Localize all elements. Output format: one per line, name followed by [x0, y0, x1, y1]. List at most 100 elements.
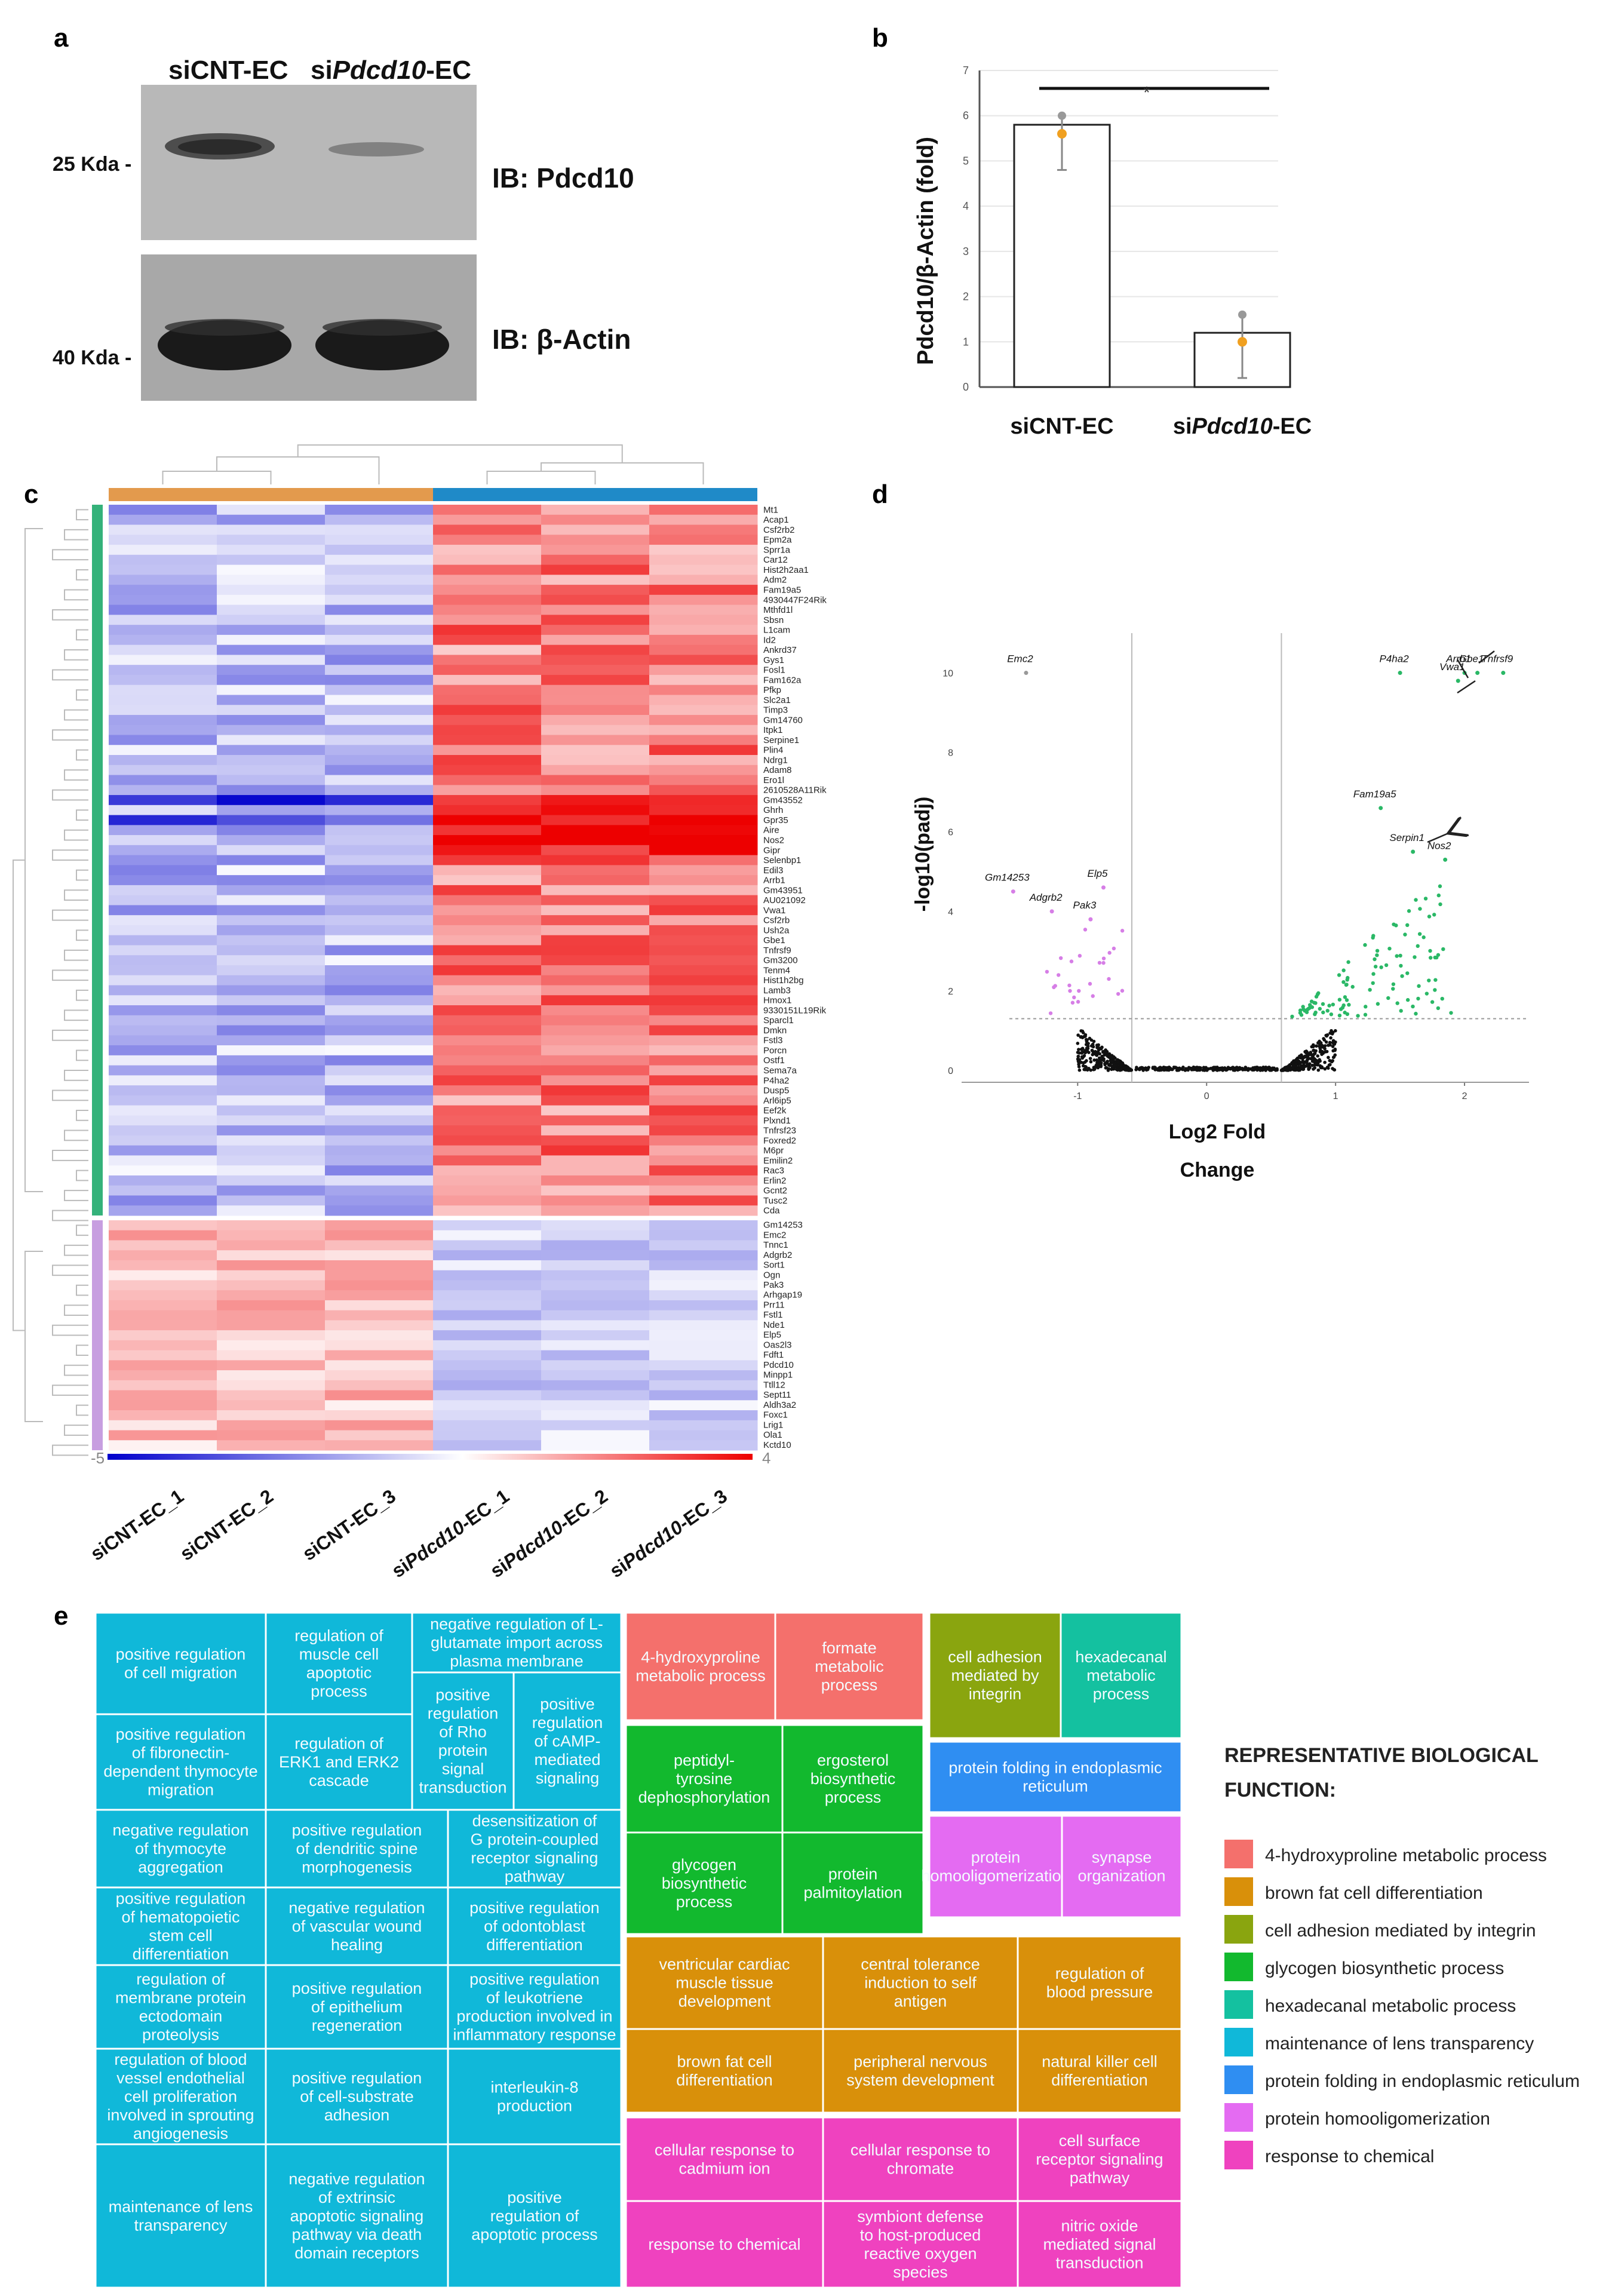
heatmap-cell [217, 945, 326, 956]
volcano-point [1077, 1068, 1082, 1072]
volcano-x-tick-label: -1 [1073, 1091, 1082, 1101]
heatmap-cell [325, 705, 434, 716]
heatmap-cell [433, 845, 542, 856]
volcano-point-up [1331, 1002, 1335, 1006]
volcano-point [1104, 1066, 1109, 1070]
heatmap-cell [649, 955, 758, 966]
heatmap-cell [433, 1260, 542, 1271]
heatmap-cell [541, 1270, 650, 1281]
heatmap-cell [109, 564, 217, 575]
volcano-y-tick-label: 8 [948, 748, 953, 759]
heatmap-cell [541, 895, 650, 905]
volcano-point [1227, 1066, 1230, 1070]
volcano-point [1107, 1052, 1112, 1056]
volcano-labeled-point [1049, 909, 1054, 914]
heatmap-cell [433, 1105, 542, 1116]
heatmap-cell [541, 1280, 650, 1291]
heatmap-cell [649, 1390, 758, 1401]
heatmap-cell [325, 505, 434, 515]
heatmap-cell [433, 1135, 542, 1146]
heatmap-cell [649, 1290, 758, 1301]
gene-label: Dmkn [763, 1026, 787, 1036]
bar-data-point [1057, 129, 1067, 139]
heatmap-cell [541, 1125, 650, 1136]
volcano-point-up [1427, 978, 1431, 983]
treemap-tile-label: response to chemical [648, 2236, 800, 2254]
heatmap-cell [649, 684, 758, 695]
heatmap-cell [541, 695, 650, 705]
heatmap-cell [325, 1290, 434, 1301]
heatmap-cell [433, 1250, 542, 1261]
volcano-point [1329, 1036, 1333, 1040]
gene-label: Gpr35 [763, 815, 788, 825]
gene-label: Kctd10 [763, 1440, 791, 1450]
treemap-tile-label: positive regulation of hematopoietic stem … [116, 1890, 246, 1963]
heatmap-cell [433, 535, 542, 545]
heatmap-cell [325, 1260, 434, 1271]
heatmap-cell [541, 825, 650, 836]
heatmap-cell [109, 524, 217, 535]
volcano-point-up [1433, 978, 1438, 982]
heatmap-cell [325, 655, 434, 665]
volcano-point-up [1344, 998, 1349, 1002]
bar-y-label: Pdcd10/β-Actin (fold) [913, 137, 938, 365]
heatmap-cell [541, 1420, 650, 1431]
heatmap-cell [541, 735, 650, 745]
heatmap-cell [541, 514, 650, 526]
volcano-point-up [1313, 1010, 1318, 1015]
heatmap-cell [541, 1430, 650, 1441]
volcano-point-up [1428, 949, 1432, 953]
volcano-point [1091, 1042, 1095, 1046]
heatmap-cell [541, 1410, 650, 1421]
volcano-point [1331, 1067, 1334, 1070]
gene-label: Emc2 [763, 1230, 786, 1240]
volcano-point [1135, 1066, 1138, 1069]
heatmap-cell [325, 745, 434, 756]
volcano-point [1093, 1065, 1097, 1069]
heatmap-cell [649, 705, 758, 716]
volcano-point-up [1433, 988, 1437, 992]
heatmap-cell [217, 604, 326, 615]
heatmap-cell [541, 1220, 650, 1231]
volcano-point [1221, 1068, 1225, 1072]
heatmap-cell [649, 1055, 758, 1066]
volcano-point [1316, 1040, 1321, 1045]
heatmap-cell [325, 905, 434, 916]
gene-label: Timp3 [763, 705, 788, 716]
heatmap-cell [433, 1270, 542, 1281]
heatmap-cell [325, 1330, 434, 1341]
heatmap-cell [649, 1270, 758, 1281]
heatmap-cell [649, 594, 758, 606]
heatmap-cell [541, 845, 650, 856]
heatmap-cell [217, 575, 326, 585]
heatmap-cell [649, 785, 758, 796]
heatmap-cell [109, 1290, 217, 1301]
heatmap-cell [433, 815, 542, 825]
gene-label: Aldh3a2 [763, 1400, 796, 1410]
heatmap-cell [649, 1440, 758, 1451]
heatmap-cell [649, 674, 758, 686]
gene-label: Elp5 [763, 1330, 781, 1340]
heatmap-cell [541, 1195, 650, 1206]
volcano-point-up [1395, 1001, 1399, 1005]
heatmap-cell [217, 665, 326, 676]
heatmap-cell [217, 975, 326, 986]
volcano-point [1297, 1060, 1301, 1063]
volcano-point [1092, 1058, 1096, 1062]
volcano-point [1327, 1066, 1330, 1070]
heatmap-cell [649, 535, 758, 545]
heatmap-cell [433, 1175, 542, 1186]
heatmap-cell [217, 865, 326, 876]
heatmap-cell [217, 1125, 326, 1136]
gene-label: Nos2 [763, 836, 784, 846]
heatmap-cell [325, 1230, 434, 1241]
heatmap-cell [541, 1035, 650, 1046]
heatmap-cell [217, 1330, 326, 1341]
gene-label: Slc2a1 [763, 695, 791, 705]
volcano-point [1285, 1069, 1289, 1072]
legend-label: maintenance of lens transparency [1265, 2034, 1534, 2053]
panel-label-c: c [24, 480, 38, 509]
gene-label: Fdft1 [763, 1350, 784, 1360]
volcano-point [1320, 1043, 1324, 1048]
heatmap-cell [433, 1360, 542, 1371]
